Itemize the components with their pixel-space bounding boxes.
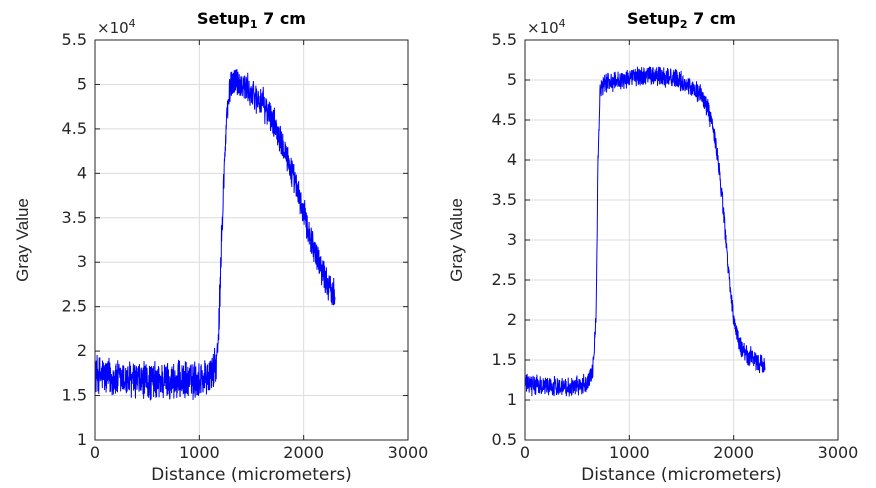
y-tick-label: 3.5 (62, 208, 87, 227)
y-axis-label: Gray Value (13, 198, 32, 282)
chart-title: Setup1 7 cm (197, 9, 306, 31)
y-tick-label: 0.5 (492, 430, 517, 449)
x-tick-label: 3000 (388, 443, 429, 462)
y-tick-label: 1.5 (492, 350, 517, 369)
y-axis-label: Gray Value (447, 198, 466, 282)
x-tick-label: 0 (520, 443, 530, 462)
y-tick-label: 5 (77, 74, 87, 93)
y-tick-label: 2.5 (62, 297, 87, 316)
y-tick-label: 4.5 (62, 119, 87, 138)
y-tick-label: 2 (507, 310, 517, 329)
y-tick-label: 5.5 (492, 30, 517, 49)
x-tick-label: 2000 (283, 443, 324, 462)
y-exponent-label: ×104 (97, 17, 136, 37)
y-tick-label: 5 (507, 70, 517, 89)
x-tick-label: 1000 (609, 443, 650, 462)
axes-box (94, 39, 409, 441)
x-tick-label: 2000 (713, 443, 754, 462)
y-tick-label: 5.5 (62, 30, 87, 49)
data-series-line (524, 66, 766, 397)
y-tick-label: 4.5 (492, 110, 517, 129)
y-tick-label: 3.5 (492, 190, 517, 209)
x-tick-label: 0 (90, 443, 100, 462)
y-tick-label: 4 (507, 150, 517, 169)
x-tick-label: 3000 (818, 443, 859, 462)
y-tick-label: 2.5 (492, 270, 517, 289)
x-axis-label: Distance (micrometers) (151, 465, 352, 485)
x-tick-label: 1000 (179, 443, 220, 462)
y-tick-label: 3 (507, 230, 517, 249)
y-tick-label: 1 (77, 430, 87, 449)
y-tick-label: 1.5 (62, 386, 87, 405)
y-tick-label: 1 (507, 390, 517, 409)
y-tick-label: 4 (77, 163, 87, 182)
y-exponent-label: ×104 (527, 17, 566, 37)
data-series-line (94, 68, 336, 401)
chart-title: Setup2 7 cm (627, 9, 736, 31)
chart-setup-1: 0 1000 2000 3000 1 1.5 2 2.5 3 3.5 4 4.5 5 5.5 ×104 Set… (13, 9, 428, 485)
y-tick-label: 3 (77, 252, 87, 271)
x-axis-label: Distance (micrometers) (581, 465, 782, 485)
y-tick-label: 2 (77, 341, 87, 360)
chart-setup-2: 0 1000 2000 3000 0.5 1 1.5 2 2.5 3 3.5 4 4.5 5 5.5 ×104… (447, 9, 858, 485)
